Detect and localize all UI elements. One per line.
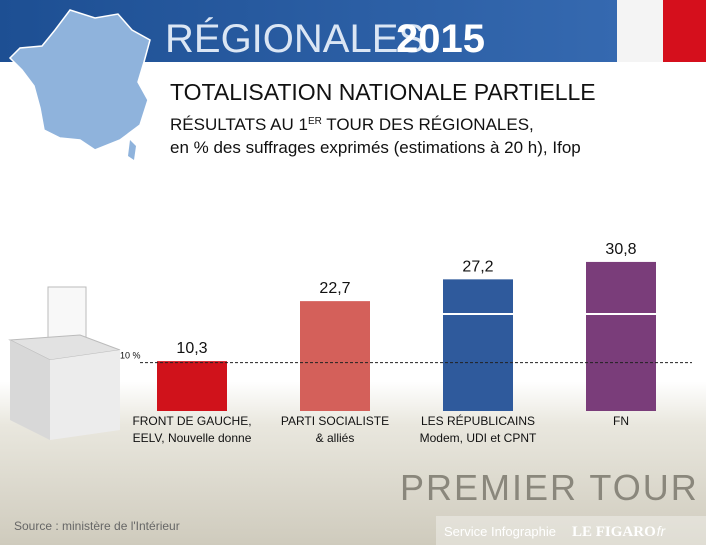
- banner: PREMIER TOUR: [400, 467, 699, 508]
- subtitle-sup: ER: [308, 116, 322, 127]
- header-year: 2015: [396, 17, 485, 61]
- value-label: 10,3: [176, 340, 207, 357]
- subtitle-part: TOUR DES RÉGIONALES,: [322, 115, 534, 134]
- chart-title: TOTALISATION NATIONALE PARTIELLE: [170, 79, 596, 105]
- france-map: [8, 9, 151, 151]
- subtitle-part: RÉSULTATS AU 1: [170, 115, 308, 134]
- bar: [443, 279, 513, 411]
- category-label: & alliés: [316, 431, 355, 445]
- category-label: FRONT DE GAUCHE,: [132, 414, 251, 428]
- flag-red: [663, 0, 706, 62]
- flag-white: [617, 0, 663, 62]
- value-label: 27,2: [462, 258, 493, 275]
- bar: [586, 261, 656, 411]
- value-label: 22,7: [319, 280, 350, 297]
- bar: [300, 301, 370, 411]
- subtitle: RÉSULTATS AU 1ER TOUR DES RÉGIONALES,: [170, 115, 534, 134]
- value-label: 30,8: [605, 241, 636, 258]
- category-label: EELV, Nouvelle donne: [133, 431, 252, 445]
- corsica: [128, 140, 136, 160]
- source: Source : ministère de l'Intérieur: [14, 519, 180, 533]
- reference-label: 10 %: [120, 351, 141, 361]
- category-label: FN: [613, 414, 629, 428]
- ballot: [47, 286, 87, 343]
- category-label: PARTI SOCIALISTE: [281, 414, 389, 428]
- box-side: [10, 340, 50, 440]
- category-label: LES RÉPUBLICAINS: [421, 413, 535, 428]
- bar: [157, 361, 227, 411]
- ballot-box: [8, 286, 121, 440]
- box-front: [50, 350, 120, 440]
- service: Service Infographie: [444, 524, 556, 539]
- brand-suffix: ·fr: [652, 523, 667, 539]
- category-label: Modem, UDI et CPNT: [420, 431, 537, 445]
- header-word: RÉGIONALES: [165, 16, 425, 61]
- footer-strip: [436, 516, 706, 545]
- subtitle-line: en % des suffrages exprimés (estimations…: [170, 138, 581, 157]
- brand: LE FIGARO: [572, 524, 656, 540]
